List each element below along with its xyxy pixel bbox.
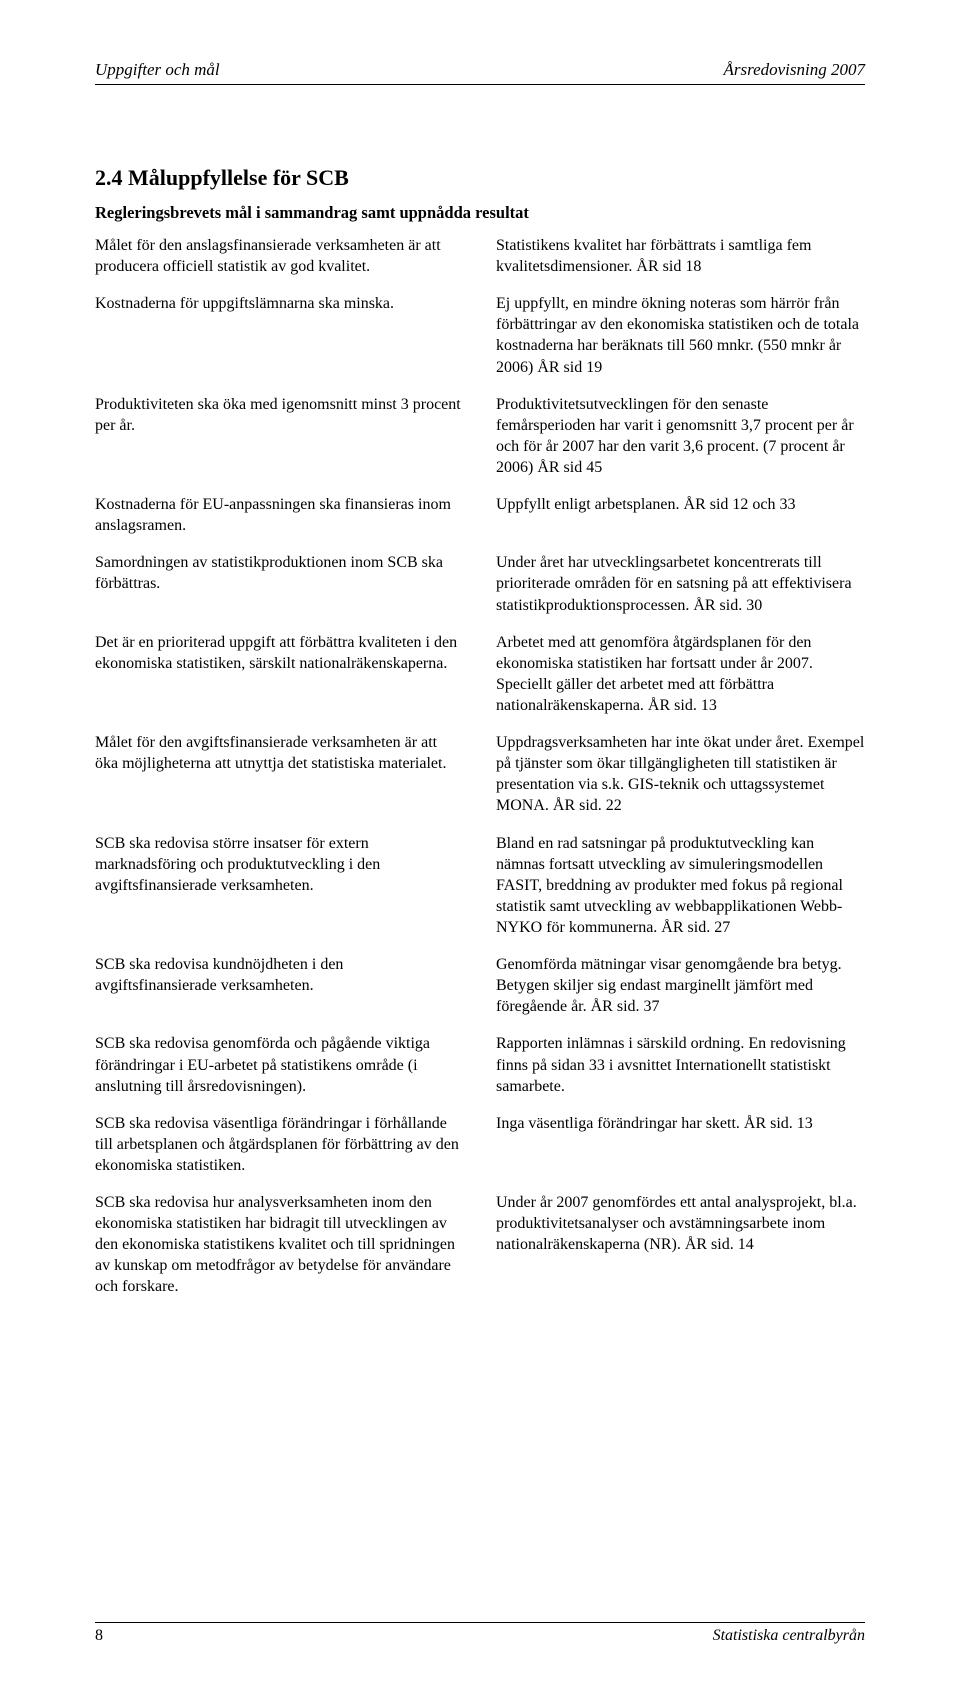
section-subtitle: Regleringsbrevets mål i sammandrag samt … — [95, 203, 865, 223]
goal-cell: SCB ska redovisa kundnöjdheten i den avg… — [95, 954, 480, 1033]
result-cell: Inga väsentliga förändringar har skett. … — [480, 1113, 865, 1192]
goal-cell: SCB ska redovisa hur analysverksamheten … — [95, 1192, 480, 1314]
section-title: 2.4 Måluppfyllelse för SCB — [95, 165, 865, 191]
result-cell: Genomförda mätningar visar genomgående b… — [480, 954, 865, 1033]
goal-cell: SCB ska redovisa väsentliga förändringar… — [95, 1113, 480, 1192]
goal-cell: SCB ska redovisa större insatser för ext… — [95, 833, 480, 955]
result-cell: Under år 2007 genomfördes ett antal anal… — [480, 1192, 865, 1314]
result-cell: Uppdragsverksamheten har inte ökat under… — [480, 732, 865, 832]
result-cell: Bland en rad satsningar på produktutveck… — [480, 833, 865, 955]
table-row: Kostnaderna för EU-anpassningen ska fina… — [95, 494, 865, 552]
table-row: Målet för den avgiftsfinansierade verksa… — [95, 732, 865, 832]
goal-cell: Målet för den avgiftsfinansierade verksa… — [95, 732, 480, 832]
goal-cell: Målet för den anslagsfinansierade verksa… — [95, 235, 480, 293]
result-cell: Rapporten inlämnas i särskild ordning. E… — [480, 1033, 865, 1112]
page-number: 8 — [95, 1627, 103, 1645]
result-cell: Under året har utvecklingsarbetet koncen… — [480, 552, 865, 631]
header-right: Årsredovisning 2007 — [723, 60, 865, 80]
goal-cell: Produktiviteten ska öka med igenomsnitt … — [95, 394, 480, 494]
table-row: SCB ska redovisa hur analysverksamheten … — [95, 1192, 865, 1314]
result-cell: Produktivitetsutvecklingen för den senas… — [480, 394, 865, 494]
running-footer: 8 Statistiska centralbyrån — [95, 1622, 865, 1645]
table-row: SCB ska redovisa genomförda och pågående… — [95, 1033, 865, 1112]
goal-cell: SCB ska redovisa genomförda och pågående… — [95, 1033, 480, 1112]
table-row: Kostnaderna för uppgiftslämnarna ska min… — [95, 293, 865, 393]
header-left: Uppgifter och mål — [95, 60, 220, 80]
document-page: Uppgifter och mål Årsredovisning 2007 2.… — [0, 0, 960, 1700]
table-row: Produktiviteten ska öka med igenomsnitt … — [95, 394, 865, 494]
goal-cell: Samordningen av statistikproduktionen in… — [95, 552, 480, 631]
result-cell: Statistikens kvalitet har förbättrats i … — [480, 235, 865, 293]
table-row: Samordningen av statistikproduktionen in… — [95, 552, 865, 631]
goal-cell: Kostnaderna för uppgiftslämnarna ska min… — [95, 293, 480, 393]
running-header: Uppgifter och mål Årsredovisning 2007 — [95, 60, 865, 85]
goal-cell: Kostnaderna för EU-anpassningen ska fina… — [95, 494, 480, 552]
table-row: SCB ska redovisa större insatser för ext… — [95, 833, 865, 955]
result-cell: Arbetet med att genomföra åtgärdsplanen … — [480, 632, 865, 732]
table-row: Det är en prioriterad uppgift att förbät… — [95, 632, 865, 732]
goal-cell: Det är en prioriterad uppgift att förbät… — [95, 632, 480, 732]
table-row: SCB ska redovisa väsentliga förändringar… — [95, 1113, 865, 1192]
table-row: Målet för den anslagsfinansierade verksa… — [95, 235, 865, 293]
result-cell: Ej uppfyllt, en mindre ökning noteras so… — [480, 293, 865, 393]
table-row: SCB ska redovisa kundnöjdheten i den avg… — [95, 954, 865, 1033]
result-cell: Uppfyllt enligt arbetsplanen. ÅR sid 12 … — [480, 494, 865, 552]
goals-table: Målet för den anslagsfinansierade verksa… — [95, 235, 865, 1314]
footer-publisher: Statistiska centralbyrån — [713, 1627, 865, 1645]
